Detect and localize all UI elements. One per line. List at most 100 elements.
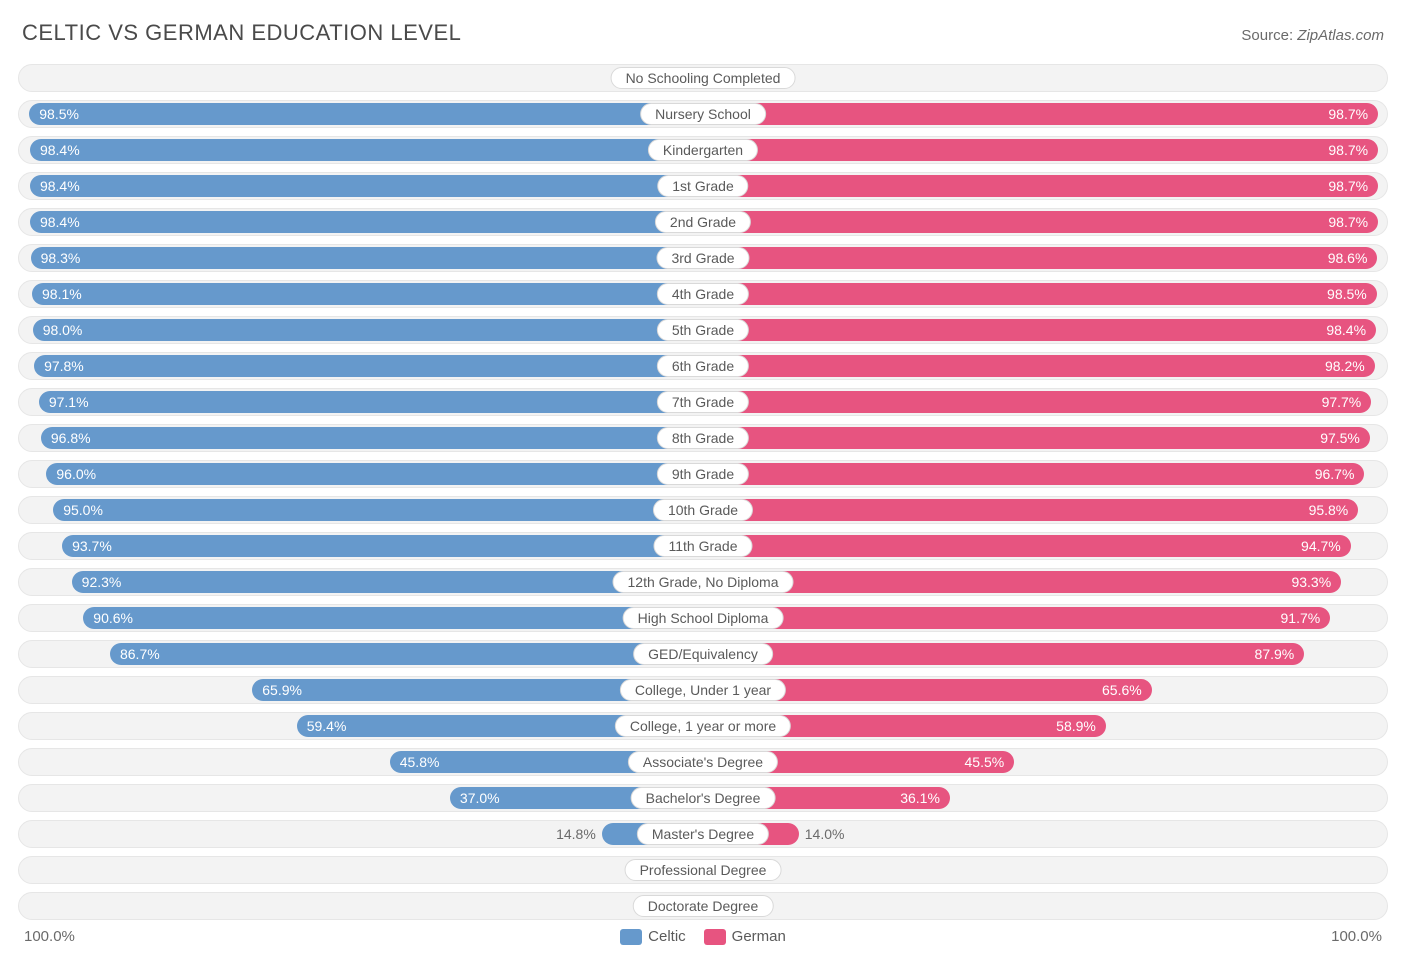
bar-left: 98.0% [33, 319, 703, 341]
chart-row: 95.0% 95.8% 10th Grade [18, 496, 1388, 524]
category-label: 4th Grade [657, 283, 749, 305]
category-label: 9th Grade [657, 463, 749, 485]
bar-left: 90.6% [83, 607, 703, 629]
bar-value-left: 59.4% [297, 718, 357, 734]
legend-label-celtic: Celtic [648, 928, 686, 945]
category-label: 3rd Grade [656, 247, 749, 269]
bar-value-left: 98.4% [30, 214, 90, 230]
bar-value-right: 98.4% [1316, 322, 1376, 338]
bar-left: 96.8% [41, 427, 703, 449]
chart-row: 98.1% 98.5% 4th Grade [18, 280, 1388, 308]
bar-value-right: 95.8% [1299, 502, 1359, 518]
category-label: 7th Grade [657, 391, 749, 413]
chart-row: 97.1% 97.7% 7th Grade [18, 388, 1388, 416]
chart-row: 98.5% 98.7% Nursery School [18, 100, 1388, 128]
bar-value-right: 96.7% [1305, 466, 1365, 482]
category-label: College, Under 1 year [620, 679, 786, 701]
chart-row: 98.4% 98.7% Kindergarten [18, 136, 1388, 164]
bar-value-left: 98.1% [32, 286, 92, 302]
category-label: Kindergarten [648, 139, 758, 161]
axis-label-right: 100.0% [1331, 928, 1382, 945]
chart-row: 96.0% 96.7% 9th Grade [18, 460, 1388, 488]
chart-row: 98.4%98.7%1st Grade [18, 172, 1388, 200]
category-label: 6th Grade [657, 355, 749, 377]
category-label: 8th Grade [657, 427, 749, 449]
bar-value-left: 98.5% [29, 106, 89, 122]
bar-left: 98.4% [30, 139, 703, 161]
chart-row: 59.4% 58.9% College, 1 year or more [18, 712, 1388, 740]
bar-right: 95.8% [703, 499, 1358, 521]
diverging-bar-chart: 1.6%1.4%No Schooling Completed 98.5% 98.7%… [18, 64, 1388, 920]
category-label: Master's Degree [637, 823, 769, 845]
category-label: 5th Grade [657, 319, 749, 341]
category-label: High School Diploma [623, 607, 784, 629]
bar-value-left: 96.8% [41, 430, 101, 446]
chart-row: 92.3% 93.3%12th Grade, No Diploma [18, 568, 1388, 596]
chart-row: 4.4%4.1%Professional Degree [18, 856, 1388, 884]
bar-value-right: 58.9% [1046, 718, 1106, 734]
category-label: 2nd Grade [655, 211, 751, 233]
category-label: Doctorate Degree [633, 895, 774, 917]
bar-left: 98.3% [31, 247, 703, 269]
chart-row: 98.4%98.7%2nd Grade [18, 208, 1388, 236]
bar-value-left: 37.0% [450, 790, 510, 806]
bar-value-right: 97.5% [1310, 430, 1370, 446]
chart-row: 1.6%1.4%No Schooling Completed [18, 64, 1388, 92]
bar-value-left: 92.3% [72, 574, 132, 590]
bar-value-right: 45.5% [955, 754, 1015, 770]
legend-item-celtic: Celtic [620, 928, 686, 945]
chart-row: 96.8% 97.5% 8th Grade [18, 424, 1388, 452]
bar-value-right: 36.1% [890, 790, 950, 806]
bar-value-left: 98.3% [31, 250, 91, 266]
chart-row: 93.7% 94.7% 11th Grade [18, 532, 1388, 560]
bar-value-right: 98.6% [1318, 250, 1378, 266]
bar-value-right: 98.7% [1318, 106, 1378, 122]
bar-right: 96.7% [703, 463, 1364, 485]
bar-value-right: 98.5% [1317, 286, 1377, 302]
bar-value-left: 86.7% [110, 646, 170, 662]
chart-row: 65.9%65.6%College, Under 1 year [18, 676, 1388, 704]
bar-value-right: 91.7% [1271, 610, 1331, 626]
bar-right: 97.7% [703, 391, 1371, 413]
category-label: 10th Grade [653, 499, 753, 521]
source-site: ZipAtlas.com [1297, 27, 1384, 44]
legend-swatch-german [704, 929, 726, 945]
bar-value-right: 14.0% [805, 821, 845, 847]
bar-right: 93.3% [703, 571, 1341, 593]
category-label: 11th Grade [653, 535, 752, 557]
bar-right: 97.5% [703, 427, 1370, 449]
bar-left: 86.7% [110, 643, 703, 665]
bar-value-right: 98.7% [1318, 178, 1378, 194]
legend-label-german: German [732, 928, 786, 945]
bar-left: 96.0% [46, 463, 703, 485]
bar-right: 91.7% [703, 607, 1330, 629]
source-label: Source: [1241, 27, 1297, 44]
legend: Celtic German [620, 928, 786, 945]
bar-value-right: 98.7% [1318, 142, 1378, 158]
chart-row: 1.9%1.8%Doctorate Degree [18, 892, 1388, 920]
category-label: 12th Grade, No Diploma [613, 571, 794, 593]
chart-row: 14.8%14.0%Master's Degree [18, 820, 1388, 848]
bar-value-right: 94.7% [1291, 538, 1351, 554]
bar-left: 93.7% [62, 535, 703, 557]
bar-value-right: 98.2% [1315, 358, 1375, 374]
bar-right: 98.6% [703, 247, 1377, 269]
legend-swatch-celtic [620, 929, 642, 945]
category-label: Nursery School [640, 103, 766, 125]
bar-value-right: 97.7% [1312, 394, 1372, 410]
chart-row: 86.7%87.9%GED/Equivalency [18, 640, 1388, 668]
category-label: Bachelor's Degree [631, 787, 776, 809]
legend-item-german: German [704, 928, 786, 945]
bar-value-left: 93.7% [62, 538, 122, 554]
category-label: Professional Degree [625, 859, 782, 881]
bar-right: 98.7% [703, 175, 1378, 197]
bar-value-left: 65.9% [252, 682, 312, 698]
bar-value-left: 98.4% [30, 178, 90, 194]
bar-value-left: 97.1% [39, 394, 99, 410]
bar-value-left: 98.0% [33, 322, 93, 338]
bar-left: 95.0% [53, 499, 703, 521]
category-label: GED/Equivalency [633, 643, 773, 665]
category-label: College, 1 year or more [615, 715, 791, 737]
axis-label-left: 100.0% [24, 928, 75, 945]
chart-source: Source: ZipAtlas.com [1241, 27, 1384, 44]
